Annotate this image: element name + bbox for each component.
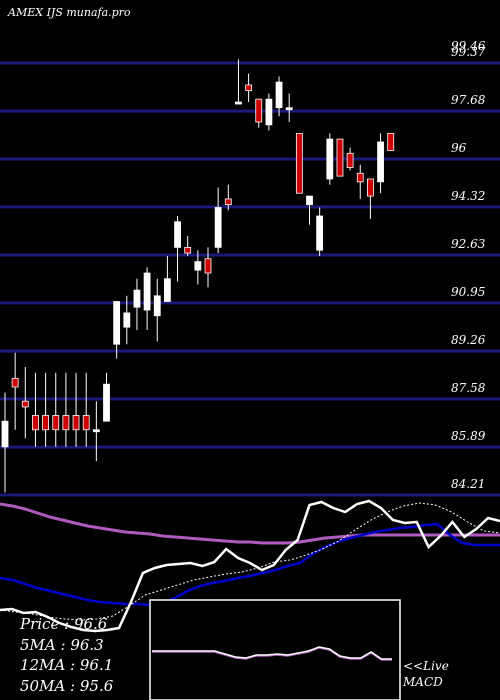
- candle-down: [21, 400, 29, 408]
- ma-50-value: 95.6: [79, 676, 114, 695]
- price-tick-label: 89.26: [451, 333, 486, 347]
- price-tick-label: 85.89: [451, 429, 486, 443]
- ma-5-value: 96.3: [70, 635, 104, 654]
- gridline: [0, 493, 500, 497]
- gridline: [0, 349, 500, 353]
- candle-up: [377, 141, 384, 183]
- price-top-label: 99.46: [451, 39, 486, 53]
- candle-down: [11, 378, 19, 388]
- chart-header: AMEX IJS munafa.pro: [8, 6, 131, 19]
- candle-up: [214, 207, 222, 248]
- ma-5-row: 5MA : 96.3: [20, 635, 113, 656]
- ma-slow-line: [0, 502, 500, 545]
- candle-up: [123, 312, 131, 328]
- candle-up: [285, 107, 293, 111]
- candle-up: [92, 429, 100, 433]
- candle-down: [346, 152, 354, 168]
- ma-price-row: Price : 96.6: [20, 614, 113, 635]
- gridline: [0, 301, 500, 305]
- candle-down: [356, 172, 364, 183]
- candle-down: [82, 415, 90, 431]
- candle-up: [133, 289, 141, 308]
- price-tick-label: 87.58: [451, 381, 486, 395]
- candle-up: [113, 301, 121, 345]
- candle-up: [174, 221, 181, 248]
- candle-down: [62, 415, 70, 431]
- ma-price-label: Price :: [20, 615, 70, 633]
- macd-label: <<Live MACD: [403, 659, 449, 689]
- candle-down: [224, 198, 232, 206]
- macd-panel: [149, 599, 401, 700]
- candle-up: [103, 383, 110, 422]
- candle-down: [184, 246, 192, 254]
- candle-up: [153, 295, 161, 317]
- gridline: [0, 397, 500, 401]
- macd-signal-line: [152, 647, 392, 661]
- gridline: [0, 109, 500, 113]
- candle-down: [295, 132, 303, 194]
- price-tick-label: 92.63: [451, 237, 486, 251]
- macd-line: [152, 646, 392, 660]
- gridline: [0, 61, 500, 65]
- candle-down: [32, 415, 39, 431]
- gridline: [0, 445, 500, 449]
- price-tick-label: 96: [451, 141, 467, 155]
- candle-down: [245, 84, 253, 92]
- candle-down: [387, 132, 395, 151]
- price-tick-label: 90.95: [451, 285, 485, 299]
- candle-up: [326, 138, 334, 180]
- candle-down: [366, 178, 374, 197]
- candle-up: [275, 81, 283, 109]
- price-line: [0, 499, 500, 633]
- moving-average-box: Price : 96.6 5MA : 96.3 12MA : 96.1 50MA…: [20, 614, 113, 696]
- price-dotted-line: [0, 502, 500, 621]
- candle-down: [336, 138, 344, 177]
- candle-down: [255, 98, 263, 123]
- ma-price-value: 96.6: [73, 615, 108, 633]
- candle-up: [163, 278, 171, 302]
- candle-down: [204, 258, 212, 274]
- ma-12-row: 12MA : 96.1: [20, 655, 113, 676]
- price-tick-label: 99.37: [451, 45, 486, 59]
- candle-down: [52, 415, 60, 431]
- ma-fast-line: [0, 522, 500, 607]
- candle-up: [265, 98, 273, 126]
- candle-up: [143, 272, 151, 311]
- ma-50-row: 50MA : 95.6: [20, 676, 113, 697]
- candle-up: [306, 195, 313, 206]
- gridline: [0, 205, 500, 209]
- candle-up: [316, 215, 324, 251]
- candle-down: [42, 415, 49, 431]
- price-tick-label: 84.21: [451, 477, 485, 491]
- gridline: [0, 253, 500, 257]
- ma-5-label: 5MA :: [20, 635, 71, 654]
- price-tick-label: 97.68: [451, 93, 486, 107]
- candle-up: [235, 101, 242, 105]
- candle-down: [72, 415, 80, 431]
- ma-12-label: 12MA :: [20, 656, 80, 674]
- price-tick-label: 94.32: [451, 189, 485, 203]
- candle-up: [1, 420, 9, 448]
- ma-12-value: 96.1: [79, 656, 114, 674]
- ma-50-label: 50MA :: [20, 676, 80, 695]
- gridline: [0, 157, 500, 161]
- candle-up: [194, 261, 202, 271]
